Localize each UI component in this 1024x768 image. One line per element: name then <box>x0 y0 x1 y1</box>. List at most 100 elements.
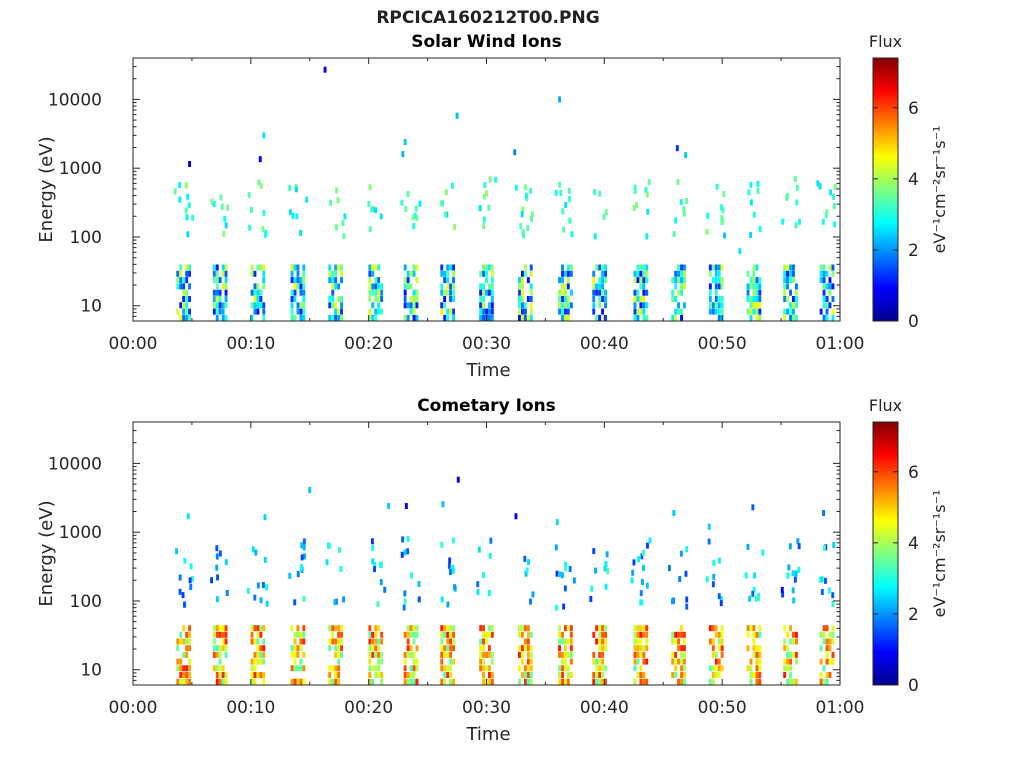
flux-cell <box>337 665 341 672</box>
flux-cell <box>561 283 564 290</box>
flux-cell <box>212 638 216 645</box>
flux-cell <box>446 631 450 638</box>
flux-cell <box>218 651 222 658</box>
flux-cell <box>262 270 266 277</box>
flux-cell <box>293 658 297 665</box>
flux-cell <box>182 283 186 290</box>
flux-cell <box>302 283 306 290</box>
flux-cell <box>791 587 795 594</box>
flux-cell <box>179 678 183 685</box>
flux-cell <box>636 289 640 296</box>
flux-cell <box>482 264 485 271</box>
flux-cell <box>259 296 263 302</box>
flux-cell <box>256 672 260 678</box>
flux-cell <box>783 658 787 665</box>
flux-cell <box>639 678 643 685</box>
flux-cell <box>302 638 306 645</box>
flux-cell <box>327 542 331 549</box>
flux-cell <box>714 625 718 632</box>
flux-cell <box>482 314 485 321</box>
plot-frame <box>132 421 841 686</box>
flux-cell <box>523 302 527 309</box>
flux-cell <box>368 314 372 321</box>
flux-cell <box>488 645 491 652</box>
colorbar-tick-label: 0 <box>908 676 919 696</box>
flux-cell <box>566 308 570 315</box>
flux-cell <box>490 658 494 665</box>
flux-cell <box>569 264 573 271</box>
flux-cell <box>752 625 756 632</box>
flux-cell <box>529 672 533 678</box>
flux-cell <box>371 283 375 290</box>
flux-cell <box>783 277 787 284</box>
flux-cell <box>758 625 762 632</box>
flux-cell <box>259 289 263 296</box>
flux-cell <box>819 645 823 652</box>
flux-cell <box>633 277 637 284</box>
flux-cell <box>374 672 378 678</box>
flux-cell <box>328 625 332 632</box>
flux-cell <box>561 672 564 678</box>
flux-cell <box>250 314 254 321</box>
y-tick-label: 10000 <box>48 90 102 110</box>
flux-cell <box>564 302 567 309</box>
flux-cell <box>755 672 759 678</box>
flux-cell <box>479 289 483 296</box>
colorbar <box>872 57 899 322</box>
flux-cell <box>798 218 801 225</box>
flux-cell <box>717 296 721 302</box>
flux-cell <box>569 645 573 652</box>
flux-cell <box>639 590 643 597</box>
flux-cell <box>592 672 596 678</box>
flux-cell <box>685 546 689 553</box>
colorbar <box>872 421 899 686</box>
flux-cell <box>259 658 263 665</box>
flux-cell <box>401 151 405 158</box>
flux-cell <box>374 645 378 652</box>
flux-cell <box>752 302 756 309</box>
flux-cell <box>293 665 297 672</box>
flux-cell <box>253 658 257 665</box>
flux-cell <box>821 218 825 225</box>
flux-cell <box>449 672 452 678</box>
flux-cell <box>296 283 300 290</box>
flux-cell <box>262 638 266 645</box>
flux-cell <box>440 596 444 603</box>
flux-cell <box>186 513 190 520</box>
flux-cell <box>179 631 183 638</box>
flux-cell <box>518 645 521 652</box>
flux-cell <box>176 658 180 665</box>
flux-cell <box>738 248 742 255</box>
flux-cell <box>641 579 644 585</box>
flux-cell <box>601 631 604 638</box>
flux-cell <box>371 270 375 277</box>
flux-cell <box>598 289 602 296</box>
flux-cell <box>523 678 527 685</box>
flux-cell <box>568 217 572 224</box>
flux-cell <box>488 302 491 309</box>
flux-cell <box>380 283 384 290</box>
flux-cell <box>182 638 186 645</box>
flux-cell <box>256 658 260 665</box>
flux-cell <box>221 638 225 645</box>
flux-cell <box>487 590 491 596</box>
flux-cell <box>564 651 567 658</box>
flux-cell <box>290 625 294 632</box>
flux-cell <box>781 591 785 598</box>
flux-cell <box>595 264 599 271</box>
flux-cell <box>377 296 381 302</box>
flux-cell <box>789 264 792 271</box>
flux-cell <box>181 592 185 599</box>
flux-cell <box>488 176 492 183</box>
flux-cell <box>293 277 297 284</box>
flux-cell <box>592 548 596 555</box>
flux-cell <box>182 672 186 678</box>
flux-cell <box>795 678 798 685</box>
flux-cell <box>636 264 640 271</box>
flux-cell <box>564 202 568 208</box>
flux-cell <box>446 270 450 277</box>
flux-cell <box>828 264 832 271</box>
flux-cell <box>331 314 335 321</box>
flux-cell <box>328 678 332 685</box>
flux-cell <box>595 283 599 290</box>
